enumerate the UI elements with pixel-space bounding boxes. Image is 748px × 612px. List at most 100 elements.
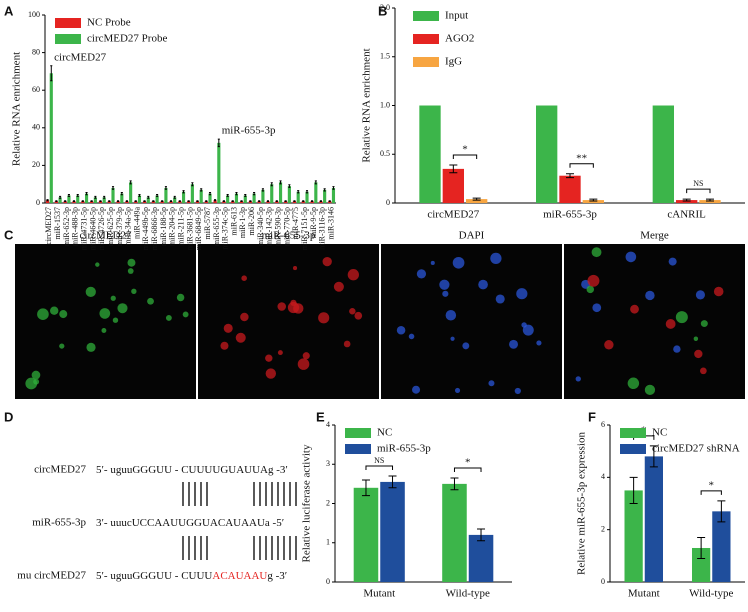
x-tick-label: miR-3681-5p bbox=[185, 207, 194, 250]
bar bbox=[111, 187, 115, 203]
error-bar bbox=[120, 191, 123, 196]
x-tick-label: circMED27 bbox=[44, 207, 53, 245]
image-title: miR-655-3p bbox=[262, 230, 316, 242]
x-tick-label: Wild-type bbox=[689, 588, 733, 600]
x-tick-label: miR-5787 bbox=[203, 207, 212, 239]
bar bbox=[466, 199, 488, 203]
cell bbox=[625, 251, 637, 263]
y-tick-label: 40 bbox=[32, 123, 40, 132]
error-bar bbox=[217, 138, 220, 148]
cell bbox=[265, 368, 277, 379]
cell bbox=[495, 294, 505, 304]
significance-bracket bbox=[452, 154, 478, 159]
bar bbox=[49, 73, 53, 203]
y-tick-label: 4 bbox=[326, 420, 330, 429]
y-tick-label: 3 bbox=[326, 459, 330, 468]
bar bbox=[243, 195, 247, 203]
bar bbox=[353, 487, 379, 582]
x-tick-label: Mutant bbox=[628, 588, 660, 600]
legend-label: AGO2 bbox=[445, 33, 474, 45]
error-bar bbox=[94, 195, 97, 199]
bar bbox=[98, 201, 103, 203]
significance-label: * bbox=[462, 144, 468, 156]
significance-label: * bbox=[709, 479, 715, 491]
significance-bracket bbox=[700, 490, 722, 495]
error-bar bbox=[111, 186, 115, 190]
error-bar bbox=[305, 190, 309, 194]
bar bbox=[712, 511, 731, 582]
error-bar bbox=[244, 194, 247, 197]
y-axis-label: Relative RNA enrichment bbox=[11, 52, 23, 166]
micrograph bbox=[381, 244, 562, 399]
x-tick-label: miR-3146 bbox=[326, 207, 335, 239]
bar bbox=[81, 201, 85, 203]
bar bbox=[129, 182, 133, 203]
error-bar bbox=[161, 200, 164, 202]
x-tick-label: miR-206 bbox=[247, 207, 256, 235]
error-bar bbox=[275, 200, 278, 202]
significance-bracket bbox=[453, 467, 482, 472]
error-bar bbox=[697, 537, 706, 559]
bar bbox=[270, 184, 274, 203]
error-bar bbox=[477, 528, 486, 542]
error-bar bbox=[200, 188, 203, 192]
y-axis-label: Relative miR-655-3p expression bbox=[576, 432, 588, 575]
error-bar bbox=[67, 194, 70, 197]
cell bbox=[349, 308, 356, 315]
bar bbox=[63, 201, 67, 203]
bar bbox=[116, 201, 120, 203]
bar bbox=[624, 490, 643, 582]
bar bbox=[93, 197, 97, 203]
bar bbox=[257, 201, 261, 203]
cell bbox=[241, 275, 247, 281]
cell bbox=[147, 297, 154, 305]
legend-swatch bbox=[413, 57, 439, 67]
error-bar bbox=[449, 164, 458, 174]
error-bar bbox=[328, 200, 331, 202]
error-bar bbox=[319, 200, 322, 202]
legend-label: circMED27 shRNA bbox=[652, 443, 740, 455]
bar bbox=[284, 201, 288, 203]
error-bar bbox=[90, 200, 93, 202]
bar bbox=[151, 201, 155, 203]
cell bbox=[575, 376, 581, 382]
annotation: circMED27 bbox=[54, 51, 106, 63]
cell bbox=[37, 308, 49, 321]
x-tick-label: miR-6866-3p bbox=[150, 207, 159, 250]
cell bbox=[220, 341, 229, 350]
error-bar bbox=[332, 186, 335, 190]
cell bbox=[454, 387, 461, 394]
error-bar bbox=[108, 200, 111, 202]
bar bbox=[226, 195, 230, 203]
y-tick-label: 100 bbox=[28, 10, 40, 19]
x-tick-label: miR-613 bbox=[229, 207, 238, 235]
cell bbox=[514, 387, 521, 395]
error-bar bbox=[138, 194, 141, 197]
pairing-bars bbox=[182, 482, 297, 560]
legend-label: Input bbox=[445, 10, 468, 22]
x-tick-label: miR-211-5p bbox=[177, 207, 186, 246]
cell bbox=[591, 247, 602, 258]
cell bbox=[347, 269, 359, 281]
cell bbox=[85, 286, 96, 297]
bar bbox=[287, 186, 291, 203]
error-bar bbox=[302, 200, 305, 202]
bar bbox=[76, 195, 80, 203]
error-bar bbox=[156, 194, 159, 197]
error-bar bbox=[266, 200, 270, 202]
y-tick-label: 20 bbox=[32, 160, 40, 169]
bar bbox=[248, 201, 252, 203]
cell bbox=[110, 295, 116, 301]
bar bbox=[169, 201, 173, 203]
error-bar bbox=[76, 194, 79, 197]
cell bbox=[412, 385, 421, 394]
x-tick-label: circMED27 bbox=[427, 209, 479, 221]
cell bbox=[343, 340, 351, 348]
error-bar bbox=[147, 195, 150, 199]
cell bbox=[522, 324, 534, 336]
bar bbox=[107, 201, 111, 203]
cell bbox=[127, 258, 136, 267]
y-tick-label: 2 bbox=[601, 524, 605, 533]
error-bar bbox=[323, 188, 326, 192]
